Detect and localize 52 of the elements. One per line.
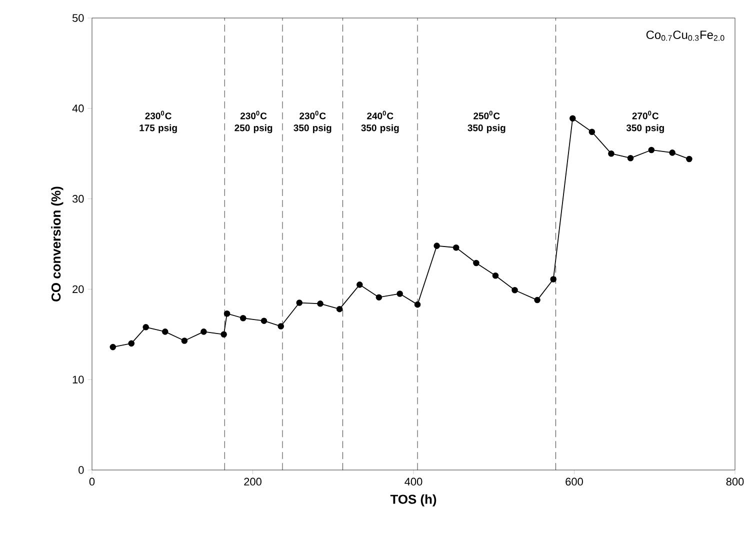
x-axis-title: TOS (h) — [390, 494, 436, 506]
x-tick-label: 0 — [89, 478, 95, 486]
point — [240, 314, 246, 322]
point — [686, 156, 692, 162]
y-tick-label: 40 — [72, 104, 84, 112]
point — [336, 306, 343, 312]
point — [128, 340, 135, 347]
point — [473, 260, 480, 266]
point — [434, 242, 440, 249]
point — [220, 331, 227, 338]
point — [376, 294, 382, 300]
point — [550, 276, 556, 282]
y-tick-label: 0 — [78, 466, 84, 474]
y-tick-label: 50 — [72, 14, 84, 22]
x-tick-label: 200 — [244, 478, 262, 486]
annotation: 230$^{0}$C 175 psig — [140, 110, 177, 134]
point — [224, 310, 230, 317]
point — [627, 154, 634, 162]
y-tick-label: 30 — [72, 194, 84, 203]
point — [608, 150, 614, 157]
y-tick-label: 20 — [72, 285, 84, 294]
point — [534, 296, 540, 304]
point — [181, 338, 188, 344]
point — [278, 323, 284, 330]
point — [588, 128, 596, 136]
point — [570, 115, 576, 122]
point — [296, 300, 303, 306]
annotation: 230$^{0}$C 250 psig — [234, 110, 272, 134]
point — [452, 244, 460, 251]
point — [260, 318, 268, 324]
x-tick-label: 400 — [404, 478, 422, 486]
point — [200, 328, 207, 335]
x-tick-label: 800 — [726, 478, 744, 486]
annotation: 230$^{0}$C 350 psig — [294, 110, 332, 134]
y-axis-title: CO conversion (%) — [51, 186, 64, 302]
point — [414, 301, 421, 308]
point — [110, 344, 116, 350]
point — [356, 282, 363, 288]
annotation: Co$_{0.7}$Cu$_{0.3}$Fe$_{2.0}$ — [646, 30, 724, 41]
x-tick-label: 600 — [566, 478, 583, 486]
annotation: 250$^{0}$C 350 psig — [468, 110, 506, 134]
annotation: 240$^{0}$C 350 psig — [361, 110, 399, 134]
point — [142, 324, 149, 330]
point — [317, 300, 324, 307]
point — [396, 290, 403, 297]
point — [669, 150, 676, 156]
point — [648, 146, 655, 154]
annotation: 270$^{0}$C 350 psig — [626, 110, 664, 134]
y-tick-label: 10 — [72, 376, 84, 384]
point — [162, 328, 168, 335]
point — [492, 272, 499, 279]
point — [512, 286, 518, 294]
